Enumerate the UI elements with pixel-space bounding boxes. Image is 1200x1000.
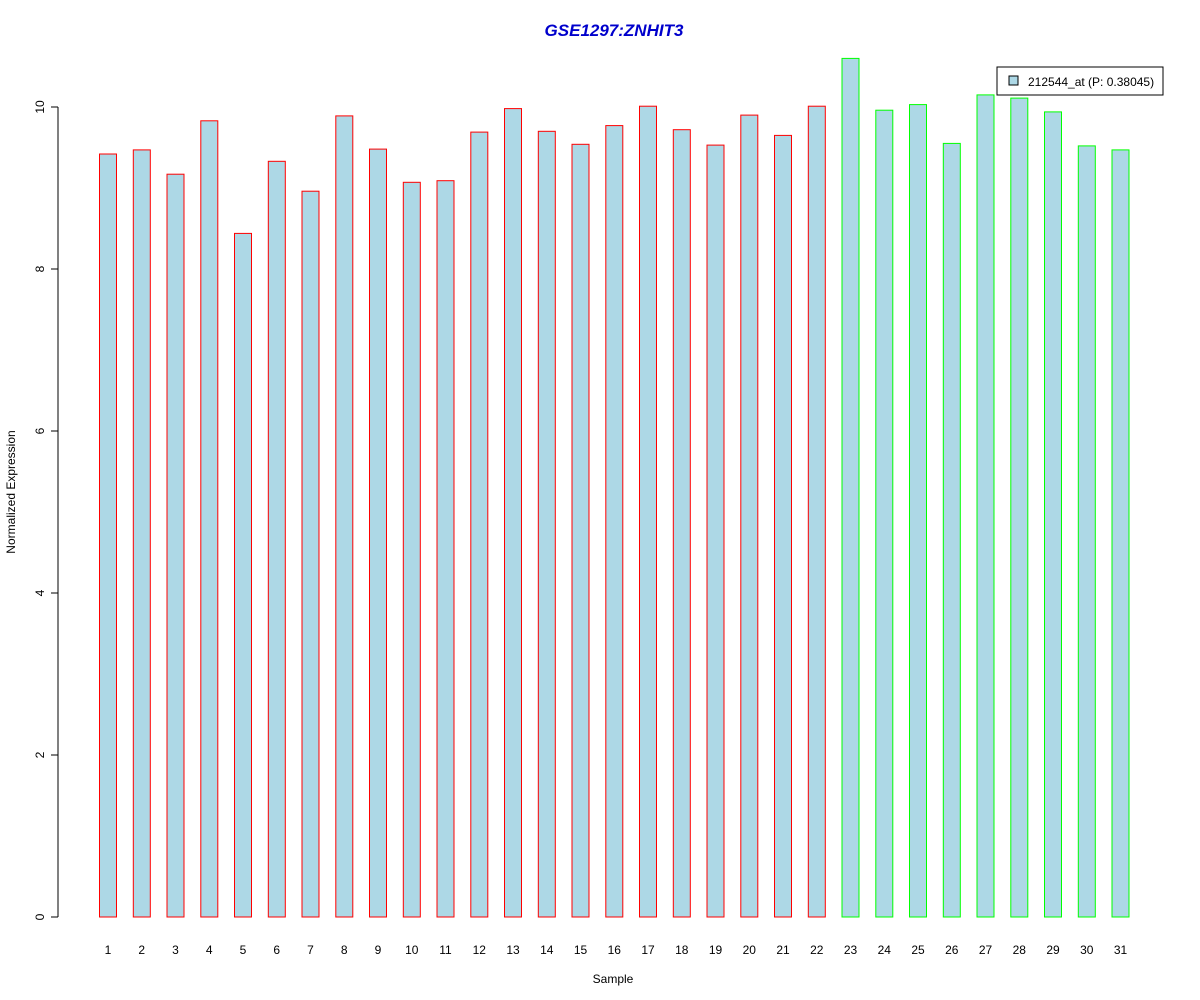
bar-sample-20 xyxy=(740,114,759,918)
x-tick-label: 6 xyxy=(273,943,280,957)
legend: 212544_at (P: 0.38045) xyxy=(996,66,1164,96)
bar-sample-14 xyxy=(537,130,556,918)
x-tick-label: 28 xyxy=(1013,943,1027,957)
x-tick-label: 3 xyxy=(172,943,179,957)
x-tick-label: 18 xyxy=(675,943,689,957)
bar-sample-13 xyxy=(504,108,522,918)
x-tick-label: 11 xyxy=(439,943,452,957)
bar-sample-10 xyxy=(402,181,421,918)
bar-sample-23 xyxy=(841,57,860,918)
x-tick-label: 31 xyxy=(1114,943,1128,957)
bar-sample-11 xyxy=(436,180,455,918)
y-tick-label: 10 xyxy=(33,100,47,114)
legend-swatch xyxy=(1008,75,1019,86)
x-tick-label: 17 xyxy=(641,943,655,957)
bar-sample-2 xyxy=(132,149,151,918)
x-tick-label: 24 xyxy=(878,943,892,957)
bar-sample-7 xyxy=(301,190,320,918)
x-tick-label: 27 xyxy=(979,943,993,957)
bar-sample-21 xyxy=(774,134,792,918)
bar-sample-6 xyxy=(267,160,286,918)
bar-sample-26 xyxy=(942,142,961,918)
x-tick-label: 14 xyxy=(540,943,554,957)
bar-sample-5 xyxy=(234,232,252,918)
legend-box xyxy=(996,66,1164,96)
bar-sample-30 xyxy=(1077,145,1096,918)
x-tick-label: 23 xyxy=(844,943,858,957)
x-tick-label: 13 xyxy=(506,943,520,957)
y-tick-label: 2 xyxy=(33,751,47,758)
x-tick-label: 26 xyxy=(945,943,959,957)
x-tick-label: 1 xyxy=(105,943,112,957)
x-axis-label: Sample xyxy=(593,972,634,986)
chart-title: GSE1297:ZNHIT3 xyxy=(545,21,684,40)
bar-sample-16 xyxy=(605,125,624,918)
x-tick-label: 5 xyxy=(240,943,247,957)
bar-sample-4 xyxy=(200,120,219,918)
y-tick-label: 0 xyxy=(33,913,47,920)
x-tick-label: 8 xyxy=(341,943,348,957)
y-tick-label: 4 xyxy=(33,589,47,596)
x-tick-label: 20 xyxy=(743,943,757,957)
bar-sample-29 xyxy=(1044,111,1062,918)
x-tick-label: 9 xyxy=(375,943,382,957)
x-tick-labels: 1 2 3 4 5 6 7 8 9 10 11 12 13 14 15 16 17 18 19 20 21 22 23 24 2… xyxy=(105,943,1128,957)
bar-sample-12 xyxy=(470,131,489,918)
x-tick-label: 4 xyxy=(206,943,213,957)
x-tick-label: 15 xyxy=(574,943,588,957)
bar-sample-15 xyxy=(571,143,590,918)
bar-sample-24 xyxy=(875,109,894,918)
x-tick-label: 2 xyxy=(138,943,145,957)
x-tick-label: 10 xyxy=(405,943,419,957)
x-tick-label: 25 xyxy=(911,943,925,957)
x-tick-label: 19 xyxy=(709,943,723,957)
x-tick-label: 29 xyxy=(1046,943,1060,957)
bar-sample-28 xyxy=(1010,97,1029,918)
bar-sample-19 xyxy=(706,144,725,918)
y-axis: 0 2 4 6 8 10 xyxy=(33,100,59,920)
bar-sample-25 xyxy=(909,104,927,918)
bar-sample-3 xyxy=(166,173,185,918)
x-tick-label: 21 xyxy=(776,943,790,957)
y-axis-label: Normalized Expression xyxy=(4,430,18,553)
legend-label: 212544_at (P: 0.38045) xyxy=(1028,75,1154,89)
x-tick-label: 30 xyxy=(1080,943,1094,957)
x-tick-label: 16 xyxy=(608,943,622,957)
bar-sample-9 xyxy=(369,148,387,918)
bar-sample-18 xyxy=(672,129,691,918)
bars xyxy=(99,57,1130,918)
x-tick-label: 7 xyxy=(307,943,314,957)
y-tick-label: 8 xyxy=(33,265,47,272)
bar-sample-8 xyxy=(335,115,354,918)
bar-sample-17 xyxy=(639,105,657,918)
bar-sample-27 xyxy=(976,94,995,918)
x-tick-label: 22 xyxy=(810,943,824,957)
bar-sample-31 xyxy=(1111,149,1130,918)
y-tick-label: 6 xyxy=(33,427,47,434)
x-tick-label: 12 xyxy=(473,943,487,957)
bar-sample-1 xyxy=(99,153,117,918)
bar-sample-22 xyxy=(807,105,826,918)
